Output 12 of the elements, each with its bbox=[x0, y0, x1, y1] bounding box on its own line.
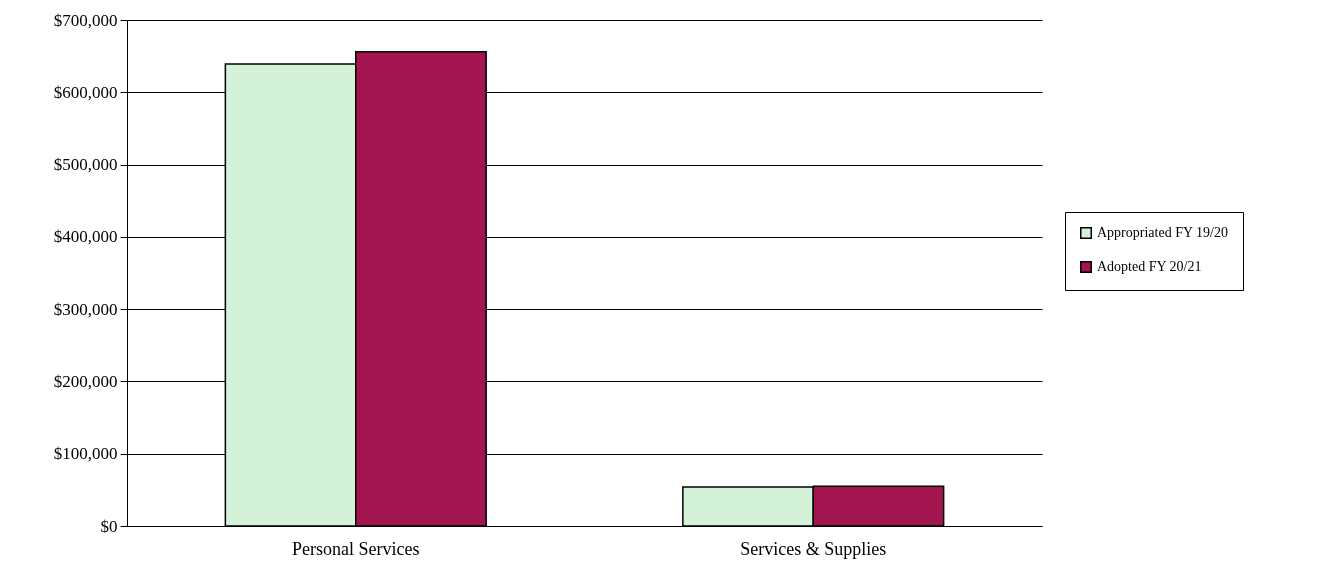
y-tick-label: $200,000 bbox=[53, 371, 118, 391]
legend-label: Adopted FY 20/21 bbox=[1097, 259, 1202, 274]
x-tick-label: Services & Supplies bbox=[740, 538, 887, 559]
y-tick-label: $0 bbox=[100, 516, 118, 536]
y-tick-label: $700,000 bbox=[53, 10, 118, 30]
legend-label: Appropriated FY 19/20 bbox=[1097, 225, 1228, 240]
y-tick-label: $600,000 bbox=[53, 82, 118, 102]
y-tick-label: $100,000 bbox=[53, 444, 118, 464]
x-tick-label: Personal Services bbox=[292, 538, 420, 559]
y-tick-label: $400,000 bbox=[53, 227, 118, 247]
y-tick-label: $300,000 bbox=[53, 299, 118, 319]
y-tick-label: $500,000 bbox=[53, 155, 118, 175]
